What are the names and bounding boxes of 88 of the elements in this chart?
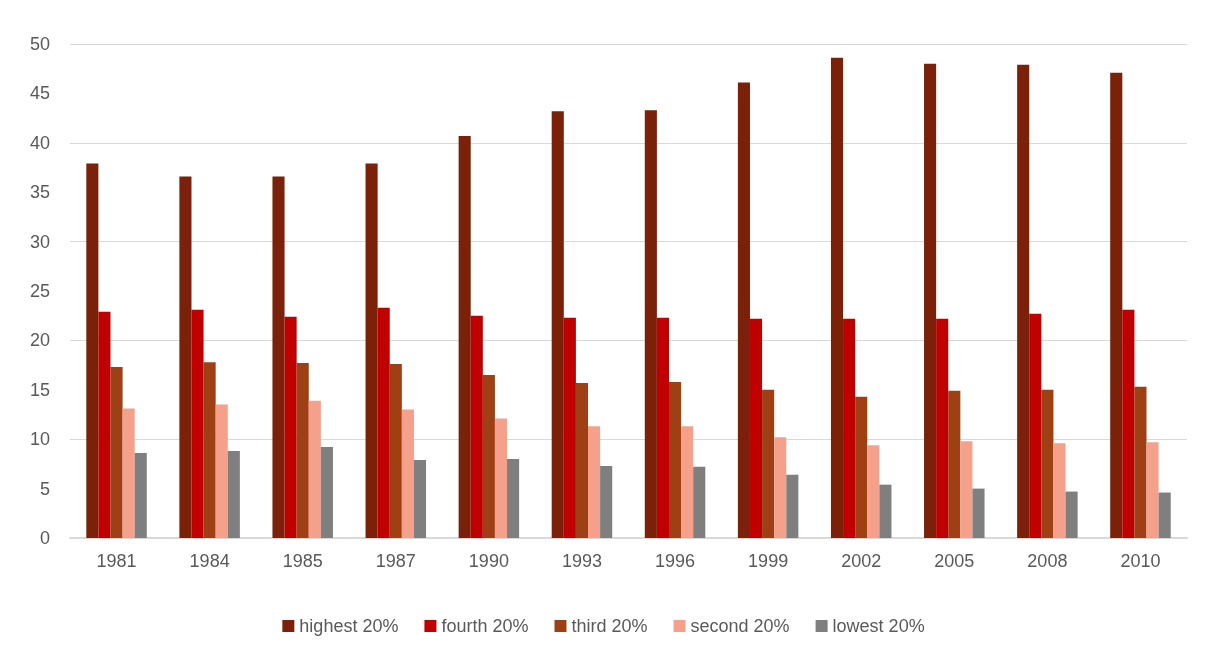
bar xyxy=(284,316,297,538)
bar xyxy=(855,396,868,538)
bar xyxy=(1041,389,1054,538)
y-tick-label: 30 xyxy=(29,231,50,252)
bar xyxy=(563,317,576,538)
bar xyxy=(1053,443,1066,538)
bar xyxy=(575,382,589,538)
bar xyxy=(134,453,147,538)
bar xyxy=(470,315,483,538)
bar xyxy=(494,418,508,538)
bar xyxy=(644,110,657,538)
bar xyxy=(507,458,520,538)
bar xyxy=(762,389,775,538)
bar xyxy=(308,400,321,538)
y-tick-label: 15 xyxy=(29,379,50,400)
bar xyxy=(830,57,844,538)
bar xyxy=(749,318,763,538)
y-tick-label: 0 xyxy=(39,528,50,548)
bar xyxy=(482,374,495,538)
bar xyxy=(320,447,333,538)
bar xyxy=(600,465,613,538)
x-tick-label: 1981 xyxy=(96,551,137,571)
bar xyxy=(924,63,937,538)
bar xyxy=(296,363,309,538)
bar xyxy=(458,135,471,538)
x-tick-label: 2008 xyxy=(1027,551,1068,571)
bar xyxy=(1017,64,1030,538)
bar xyxy=(867,445,880,538)
bar xyxy=(86,163,99,538)
legend-label: second 20% xyxy=(690,616,790,636)
bar xyxy=(774,437,787,538)
bar xyxy=(1110,72,1123,538)
bar xyxy=(693,466,706,538)
bar xyxy=(203,362,216,538)
bar xyxy=(179,176,192,538)
bar xyxy=(737,82,750,538)
bar xyxy=(1134,386,1147,538)
bar xyxy=(110,367,123,538)
bar xyxy=(365,163,378,538)
legend-label: highest 20% xyxy=(299,616,399,636)
bar xyxy=(1029,313,1042,538)
x-tick-label: 1984 xyxy=(189,551,230,571)
bar xyxy=(588,426,601,538)
bar xyxy=(1122,309,1135,538)
legend-label: third 20% xyxy=(571,616,648,636)
legend-label: lowest 20% xyxy=(832,616,925,636)
bar xyxy=(948,390,961,538)
bar xyxy=(191,309,204,538)
x-tick-label: 2002 xyxy=(841,551,882,571)
y-tick-label: 35 xyxy=(29,182,50,203)
bar xyxy=(401,409,414,538)
y-tick-label: 45 xyxy=(29,83,50,104)
bar xyxy=(1146,442,1159,538)
y-tick-label: 10 xyxy=(29,429,50,450)
y-tick-label: 5 xyxy=(39,478,50,499)
x-tick-label: 1993 xyxy=(561,551,602,571)
x-tick-label: 1985 xyxy=(282,551,323,571)
bar xyxy=(681,426,694,538)
legend-label: fourth 20% xyxy=(441,616,529,636)
bar xyxy=(786,474,799,538)
bar xyxy=(272,176,285,538)
x-tick-label: 1996 xyxy=(655,551,696,571)
bar xyxy=(98,311,111,538)
y-tick-label: 25 xyxy=(29,281,50,301)
x-tick-label: 2010 xyxy=(1120,551,1161,571)
bar xyxy=(960,441,973,538)
bar xyxy=(215,404,228,538)
bar xyxy=(227,451,240,538)
bar xyxy=(1065,491,1078,538)
bar xyxy=(936,318,949,538)
bar xyxy=(551,111,564,538)
x-tick-label: 1990 xyxy=(468,551,509,571)
y-tick-label: 40 xyxy=(29,132,50,153)
bar xyxy=(843,318,856,538)
bar xyxy=(389,364,402,538)
bar xyxy=(377,307,390,538)
bar xyxy=(656,317,669,538)
x-tick-label: 1999 xyxy=(748,551,789,571)
y-tick-label: 50 xyxy=(29,34,50,54)
bar xyxy=(879,484,892,538)
x-tick-label: 1987 xyxy=(375,551,416,571)
bar xyxy=(668,381,682,538)
bar xyxy=(972,488,985,538)
y-tick-label: 20 xyxy=(29,330,50,351)
bar xyxy=(1158,492,1171,538)
bar xyxy=(122,408,135,538)
x-tick-label: 2005 xyxy=(934,551,975,571)
bar xyxy=(413,459,427,538)
